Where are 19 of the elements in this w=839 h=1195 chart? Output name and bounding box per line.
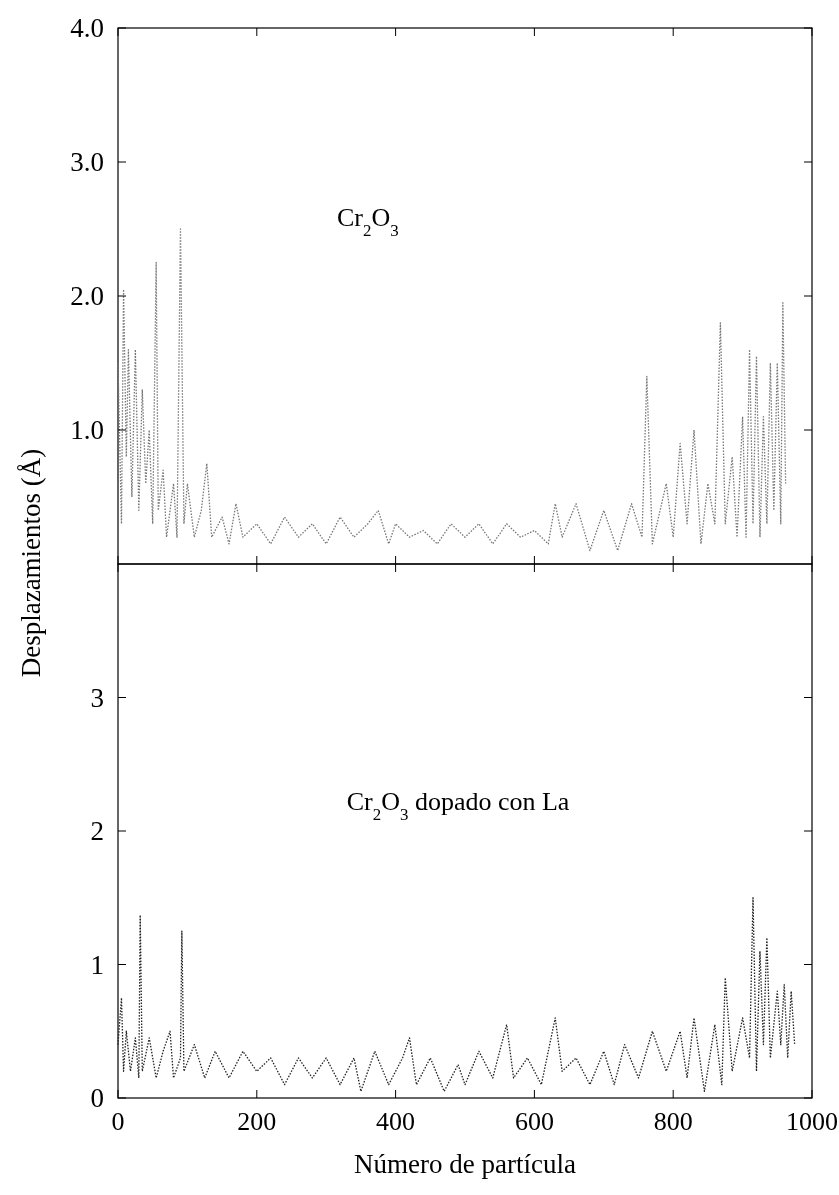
y-tick-label: 1	[90, 949, 104, 980]
y-tick-label: 3	[90, 682, 104, 713]
line-series	[117, 897, 796, 1092]
y-tick-label: 3.0	[70, 147, 104, 178]
x-tick-label: 600	[514, 1107, 554, 1136]
x-tick-label: 800	[653, 1107, 693, 1136]
y-tick-label: 2.0	[70, 281, 104, 312]
y-tick-label: 0	[90, 1083, 104, 1114]
y-tick-label: 2	[90, 816, 104, 847]
x-tick-label: 0	[111, 1107, 125, 1136]
y-axis-title: Desplazamientos (Å)	[16, 448, 46, 678]
y-tick-label: 1.0	[70, 415, 104, 446]
x-tick-label: 200	[237, 1107, 277, 1136]
x-tick-label: 400	[376, 1107, 416, 1136]
x-axis-title: Número de partícula	[354, 1149, 576, 1179]
annotation: Cr$_{2}$O$_{3}$	[337, 203, 399, 240]
y-tick-label: 4.0	[70, 13, 104, 44]
annotation: Cr$_{2}$O$_{3}$ dopado con La	[346, 786, 570, 824]
x-tick-label: 1000	[786, 1107, 838, 1136]
